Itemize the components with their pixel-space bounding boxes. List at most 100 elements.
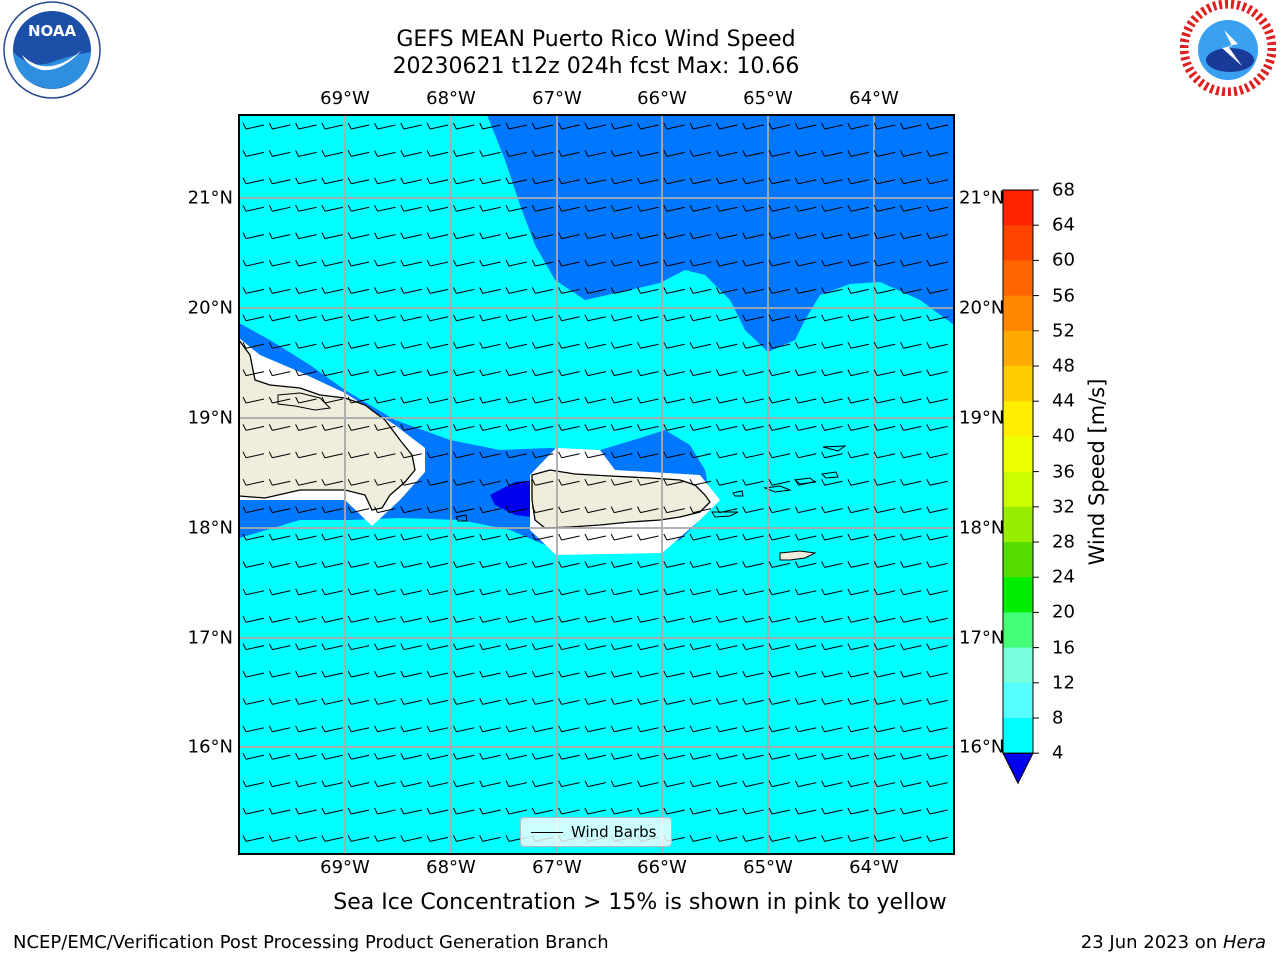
wind-barb bbox=[531, 588, 554, 596]
wind-barb bbox=[794, 177, 817, 185]
wind-barb bbox=[505, 478, 528, 486]
wind-barb bbox=[452, 204, 475, 212]
wind-barb bbox=[268, 807, 291, 815]
wind-barb bbox=[794, 478, 817, 486]
wind-barb bbox=[715, 232, 738, 240]
wind-barb bbox=[374, 259, 396, 267]
wind-barb bbox=[610, 780, 633, 788]
wind-barb bbox=[847, 396, 870, 404]
wind-barb bbox=[610, 670, 633, 678]
wind-barb bbox=[347, 122, 370, 130]
wind-barb bbox=[926, 835, 948, 842]
wind-barb bbox=[347, 698, 370, 705]
wind-barb bbox=[637, 588, 659, 596]
lon-label-top-69: 69°W bbox=[320, 88, 370, 109]
wind-barb bbox=[715, 588, 738, 596]
wind-barb bbox=[768, 588, 791, 596]
wind-barb bbox=[821, 807, 843, 815]
wind-barb bbox=[637, 150, 659, 157]
wind-barb bbox=[321, 287, 344, 294]
wind-barb bbox=[689, 150, 712, 157]
wind-barb bbox=[426, 807, 449, 815]
wind-barb bbox=[847, 341, 870, 349]
wind-barb bbox=[479, 698, 501, 705]
colorbar-segment bbox=[1003, 436, 1033, 473]
wind-barb bbox=[426, 506, 449, 514]
footer-credit: NCEP/EMC/Verification Post Processing Pr… bbox=[13, 932, 609, 953]
wind-barb bbox=[821, 835, 843, 842]
wind-barb bbox=[715, 259, 738, 267]
wind-barb bbox=[715, 341, 738, 349]
colorbar-tick-label: 44 bbox=[1052, 390, 1075, 412]
colorbar-tick-label: 68 bbox=[1052, 179, 1075, 201]
wind-barb bbox=[794, 341, 817, 349]
wind-barb bbox=[479, 561, 501, 568]
lon-label-top-68: 68°W bbox=[426, 88, 476, 109]
wind-barb bbox=[689, 424, 712, 431]
wind-barb bbox=[531, 533, 554, 541]
wind-barb bbox=[295, 341, 317, 349]
wind-barb bbox=[873, 150, 896, 157]
lon-label-bottom-67: 67°W bbox=[532, 857, 582, 878]
wind-barb bbox=[873, 122, 896, 130]
wind-barb bbox=[663, 643, 685, 651]
wind-barb bbox=[847, 807, 870, 815]
wind-barb bbox=[426, 561, 449, 568]
lon-label-top-64: 64°W bbox=[849, 88, 899, 109]
wind-barb bbox=[452, 341, 475, 349]
wind-barb bbox=[268, 588, 291, 596]
wind-barb bbox=[452, 177, 475, 185]
wind-barb bbox=[479, 150, 501, 157]
wind-barb bbox=[794, 259, 817, 267]
wind-barb bbox=[689, 698, 712, 705]
wind-barb bbox=[558, 314, 580, 322]
wind-barb bbox=[321, 725, 344, 733]
wind-barb bbox=[584, 533, 607, 541]
wind-barb bbox=[268, 314, 291, 322]
wind-barb bbox=[768, 835, 791, 842]
wind-barb bbox=[715, 122, 738, 130]
wind-barb bbox=[347, 670, 370, 678]
wind-barb bbox=[321, 122, 344, 130]
wind-barb bbox=[715, 780, 738, 788]
lon-label-bottom-68: 68°W bbox=[426, 857, 476, 878]
wind-barb bbox=[873, 451, 896, 459]
wind-barb bbox=[689, 533, 712, 541]
wind-barb bbox=[584, 506, 607, 514]
wind-barb bbox=[531, 369, 554, 377]
wind-barb bbox=[531, 670, 554, 678]
wind-barb bbox=[742, 122, 764, 130]
wind-barb bbox=[426, 314, 449, 322]
wind-barb bbox=[663, 259, 685, 267]
wind-barb bbox=[610, 122, 633, 130]
wind-barb bbox=[242, 643, 265, 651]
wind-barb bbox=[531, 122, 554, 130]
wind-barb bbox=[479, 287, 501, 294]
wind-barb bbox=[742, 150, 764, 157]
wind-barb bbox=[663, 478, 685, 486]
wind-barb bbox=[374, 150, 396, 157]
wind-contour-8ms-northeast bbox=[487, 115, 954, 352]
wind-barb bbox=[321, 478, 344, 486]
wind-barb bbox=[847, 314, 870, 322]
wind-barb bbox=[821, 533, 843, 541]
colorbar-segment bbox=[1003, 542, 1033, 578]
wind-barb bbox=[794, 670, 817, 678]
wind-barb bbox=[479, 478, 501, 486]
wind-barb-legend-line bbox=[531, 831, 563, 833]
wind-barb bbox=[400, 204, 422, 212]
wind-barb bbox=[900, 506, 922, 514]
wind-barb bbox=[321, 259, 344, 267]
wind-barb bbox=[479, 341, 501, 349]
wind-barb bbox=[479, 424, 501, 431]
wind-barb bbox=[558, 232, 580, 240]
wind-barb bbox=[321, 369, 344, 377]
wind-barb bbox=[610, 752, 633, 760]
wind-barb bbox=[689, 835, 712, 842]
wind-barb bbox=[926, 341, 948, 349]
colorbar-segment bbox=[1003, 366, 1033, 402]
wind-barb bbox=[295, 835, 317, 842]
wind-barb bbox=[847, 424, 870, 431]
wind-barb bbox=[768, 396, 791, 404]
